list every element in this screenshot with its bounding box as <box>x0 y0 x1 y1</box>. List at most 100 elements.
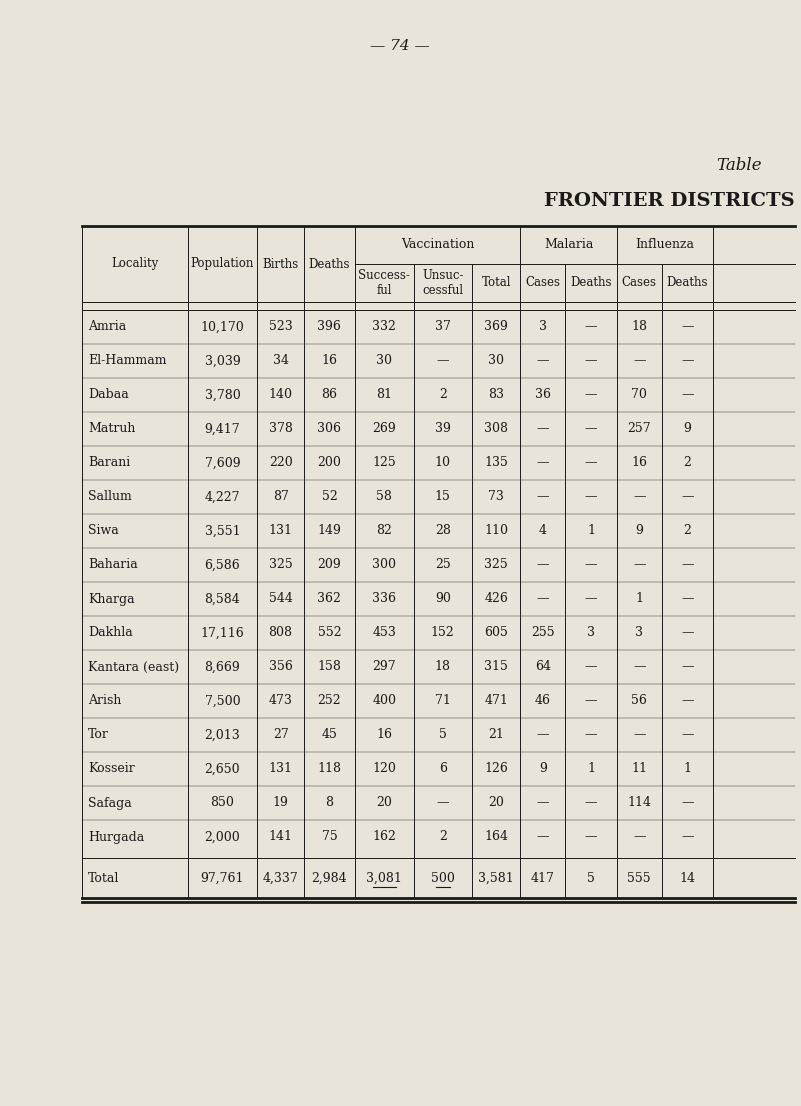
Text: Kharga: Kharga <box>88 593 135 605</box>
Text: —: — <box>585 490 598 503</box>
Text: —: — <box>585 695 598 708</box>
Text: 45: 45 <box>321 729 337 741</box>
Text: 396: 396 <box>317 321 341 334</box>
Text: 90: 90 <box>435 593 451 605</box>
Text: Arish: Arish <box>88 695 122 708</box>
Text: 336: 336 <box>372 593 396 605</box>
Text: 220: 220 <box>268 457 292 470</box>
Text: —: — <box>681 490 694 503</box>
Text: 81: 81 <box>376 388 392 401</box>
Text: 808: 808 <box>268 626 292 639</box>
Text: 140: 140 <box>268 388 292 401</box>
Text: —: — <box>585 422 598 436</box>
Text: 3,780: 3,780 <box>204 388 240 401</box>
Text: 135: 135 <box>485 457 508 470</box>
Text: 86: 86 <box>321 388 337 401</box>
Text: Locality: Locality <box>111 258 159 271</box>
Text: Deaths: Deaths <box>308 258 350 271</box>
Text: 2: 2 <box>439 831 447 844</box>
Text: 1: 1 <box>587 762 595 775</box>
Text: 500: 500 <box>431 872 455 885</box>
Text: 209: 209 <box>317 559 341 572</box>
Text: 28: 28 <box>435 524 451 538</box>
Text: 120: 120 <box>372 762 396 775</box>
Text: —: — <box>681 831 694 844</box>
Text: 131: 131 <box>268 762 292 775</box>
Text: 1: 1 <box>587 524 595 538</box>
Text: 7,609: 7,609 <box>204 457 240 470</box>
Text: 37: 37 <box>435 321 451 334</box>
Text: 4: 4 <box>539 524 547 538</box>
Text: —: — <box>633 355 646 367</box>
Text: 6,586: 6,586 <box>204 559 240 572</box>
Text: 21: 21 <box>489 729 504 741</box>
Text: 3,039: 3,039 <box>204 355 240 367</box>
Text: 9: 9 <box>683 422 691 436</box>
Text: Matruh: Matruh <box>88 422 135 436</box>
Text: 141: 141 <box>268 831 292 844</box>
Text: —: — <box>633 559 646 572</box>
Text: —: — <box>633 729 646 741</box>
Text: 255: 255 <box>531 626 555 639</box>
Text: 7,500: 7,500 <box>204 695 240 708</box>
Text: 30: 30 <box>489 355 505 367</box>
Text: 269: 269 <box>372 422 396 436</box>
Text: Barani: Barani <box>88 457 131 470</box>
Text: —: — <box>537 490 549 503</box>
Text: 16: 16 <box>321 355 337 367</box>
Text: —: — <box>437 355 449 367</box>
Text: 5: 5 <box>439 729 447 741</box>
Text: 8,669: 8,669 <box>204 660 240 674</box>
Text: Tor: Tor <box>88 729 109 741</box>
Text: 70: 70 <box>631 388 647 401</box>
Text: 39: 39 <box>435 422 451 436</box>
Text: 14: 14 <box>679 872 695 885</box>
Text: Total: Total <box>481 276 511 290</box>
Text: —: — <box>537 831 549 844</box>
Text: 125: 125 <box>372 457 396 470</box>
Text: 369: 369 <box>485 321 508 334</box>
Text: 4,337: 4,337 <box>263 872 299 885</box>
Text: 8: 8 <box>325 796 333 810</box>
Text: —: — <box>681 660 694 674</box>
Text: 9,417: 9,417 <box>204 422 240 436</box>
Text: 8,584: 8,584 <box>204 593 240 605</box>
Text: Success-
ful: Success- ful <box>358 269 410 298</box>
Text: —: — <box>537 457 549 470</box>
Text: Malaria: Malaria <box>544 239 594 251</box>
Text: —: — <box>585 593 598 605</box>
Text: Cases: Cases <box>525 276 561 290</box>
Text: 325: 325 <box>268 559 292 572</box>
Text: 16: 16 <box>376 729 392 741</box>
Text: —: — <box>681 559 694 572</box>
Text: 2,000: 2,000 <box>204 831 240 844</box>
Text: 73: 73 <box>489 490 504 503</box>
Text: 2: 2 <box>683 524 691 538</box>
Text: —: — <box>585 321 598 334</box>
Text: 46: 46 <box>535 695 551 708</box>
Text: 158: 158 <box>317 660 341 674</box>
Text: 83: 83 <box>489 388 505 401</box>
Text: 1: 1 <box>683 762 691 775</box>
Text: 3,081: 3,081 <box>366 872 402 885</box>
Text: 1: 1 <box>635 593 643 605</box>
Text: —: — <box>585 831 598 844</box>
Text: —: — <box>633 831 646 844</box>
Text: —: — <box>681 593 694 605</box>
Text: — 74 —: — 74 — <box>370 39 430 53</box>
Text: Deaths: Deaths <box>666 276 708 290</box>
Text: 164: 164 <box>485 831 509 844</box>
Text: —: — <box>681 729 694 741</box>
Text: 300: 300 <box>372 559 396 572</box>
Text: 126: 126 <box>485 762 508 775</box>
Text: Vaccination: Vaccination <box>401 239 474 251</box>
Text: 52: 52 <box>321 490 337 503</box>
Text: 3: 3 <box>587 626 595 639</box>
Text: 200: 200 <box>317 457 341 470</box>
Text: 4,227: 4,227 <box>205 490 240 503</box>
Text: 417: 417 <box>531 872 555 885</box>
Text: 9: 9 <box>635 524 643 538</box>
Text: —: — <box>681 321 694 334</box>
Text: —: — <box>537 355 549 367</box>
Text: Baharia: Baharia <box>88 559 138 572</box>
